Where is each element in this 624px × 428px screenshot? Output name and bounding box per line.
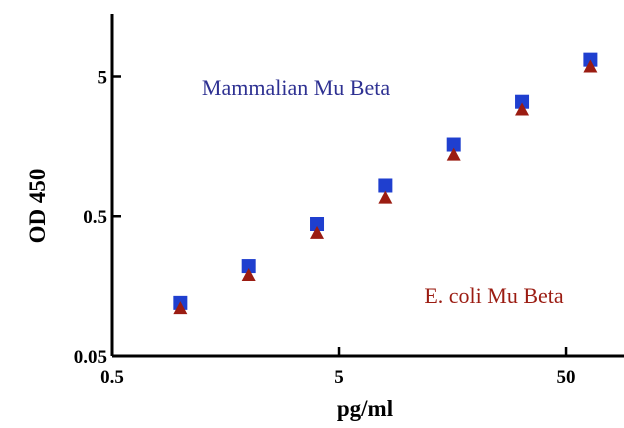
ecoli-point [515,102,530,116]
x-axis: 0.5 5 50 [100,347,624,388]
data-points [173,52,598,315]
x-tick-label: 0.5 [100,367,124,388]
y-tick-label: 0.5 [83,207,107,228]
y-tick-label: 5 [98,67,108,88]
x-tick-label: 50 [557,367,576,388]
y-tick-label: 0.05 [74,347,107,368]
mammalian-point [378,178,393,193]
ecoli-point [310,225,325,239]
ecoli-point [241,267,256,281]
ecoli-point [583,59,598,73]
ecoli-point [446,147,461,161]
mammalian-point [310,217,325,232]
ecoli-point [173,301,188,315]
series-label-ecoli: E. coli Mu Beta [424,283,564,308]
y-axis-title: OD 450 [25,169,50,244]
mammalian-point [446,137,461,152]
x-tick-label: 5 [334,367,344,388]
mammalian-point [515,94,530,109]
ecoli-point [378,190,393,204]
series-label-mammalian: Mammalian Mu Beta [202,75,390,100]
x-axis-title: pg/ml [337,396,393,421]
y-axis: 0.05 0.5 5 [74,14,121,368]
mammalian-point [241,259,256,274]
